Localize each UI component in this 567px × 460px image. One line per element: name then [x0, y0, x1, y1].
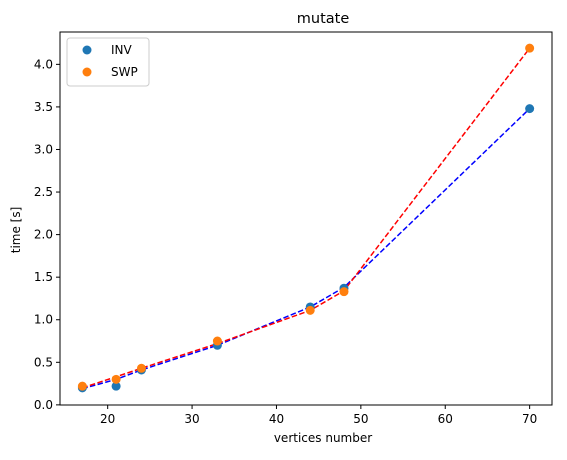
x-tick-label-3: 50: [353, 412, 368, 426]
series-1-point-3: [212, 336, 222, 346]
y-tick-label-1: 0.5: [34, 355, 53, 369]
x-axis-title: vertices number: [274, 431, 372, 445]
axes-frame: [59, 31, 553, 406]
legend-label-1: SWP: [111, 65, 138, 79]
series-1-point-5: [339, 287, 349, 297]
plot-area: [77, 43, 535, 393]
x-tick-label-2: 40: [269, 412, 284, 426]
legend: INV SWP: [66, 37, 150, 87]
y-tick-label-8: 4.0: [34, 57, 53, 71]
y-tick-label-6: 3.0: [34, 142, 53, 156]
legend-marker-0: [82, 45, 92, 55]
y-tick-label-4: 2.0: [34, 228, 53, 242]
legend-marker-1: [82, 67, 92, 77]
series-1-point-4: [305, 305, 315, 315]
y-tick-label-2: 1.0: [34, 313, 53, 327]
series-1-point-6: [525, 43, 535, 53]
y-tick-label-0: 0.0: [34, 398, 53, 412]
legend-label-0: INV: [111, 43, 133, 57]
y-tick-label-7: 3.5: [34, 100, 53, 114]
axes: 20 30 40 50 60 70 0.0 0.5 1.0 1.5 2.0 2.5 3.0 3.5 4.0: [34, 31, 553, 426]
y-axis-title: time [s]: [9, 207, 23, 254]
x-tick-label-1: 30: [184, 412, 199, 426]
chart-title: mutate: [297, 11, 350, 27]
series-1-point-1: [111, 374, 121, 384]
series-1-point-0: [77, 381, 87, 391]
x-tick-label-0: 20: [100, 412, 115, 426]
y-tick-label-5: 2.5: [34, 185, 53, 199]
series-0-point-1: [111, 381, 121, 391]
x-tick-label-4: 60: [438, 412, 453, 426]
series-1-point-2: [136, 363, 146, 373]
series-0-point-6: [525, 104, 535, 114]
y-tick-label-3: 1.5: [34, 270, 53, 284]
x-tick-label-5: 70: [522, 412, 537, 426]
